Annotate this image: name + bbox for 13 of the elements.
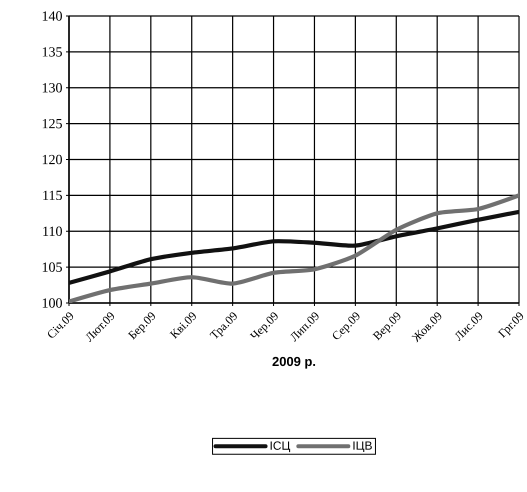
y-tick-label: 125 [42, 118, 62, 128]
y-tick-label: 110 [43, 226, 62, 236]
y-tick-label: 105 [42, 262, 62, 272]
line-series [69, 210, 520, 286]
y-tick-label: 115 [43, 190, 62, 200]
y-tick-label: 130 [42, 83, 62, 92]
legend-label: ІСЦ [270, 441, 290, 452]
y-tick-label: 135 [42, 47, 62, 57]
y-tick-label: 140 [42, 11, 62, 21]
legend-label: ІЦВ [353, 441, 372, 452]
y-tick-label: 100 [42, 298, 62, 308]
x-axis-title: 2009 р. [272, 356, 316, 369]
y-tick-label: 120 [42, 154, 62, 164]
